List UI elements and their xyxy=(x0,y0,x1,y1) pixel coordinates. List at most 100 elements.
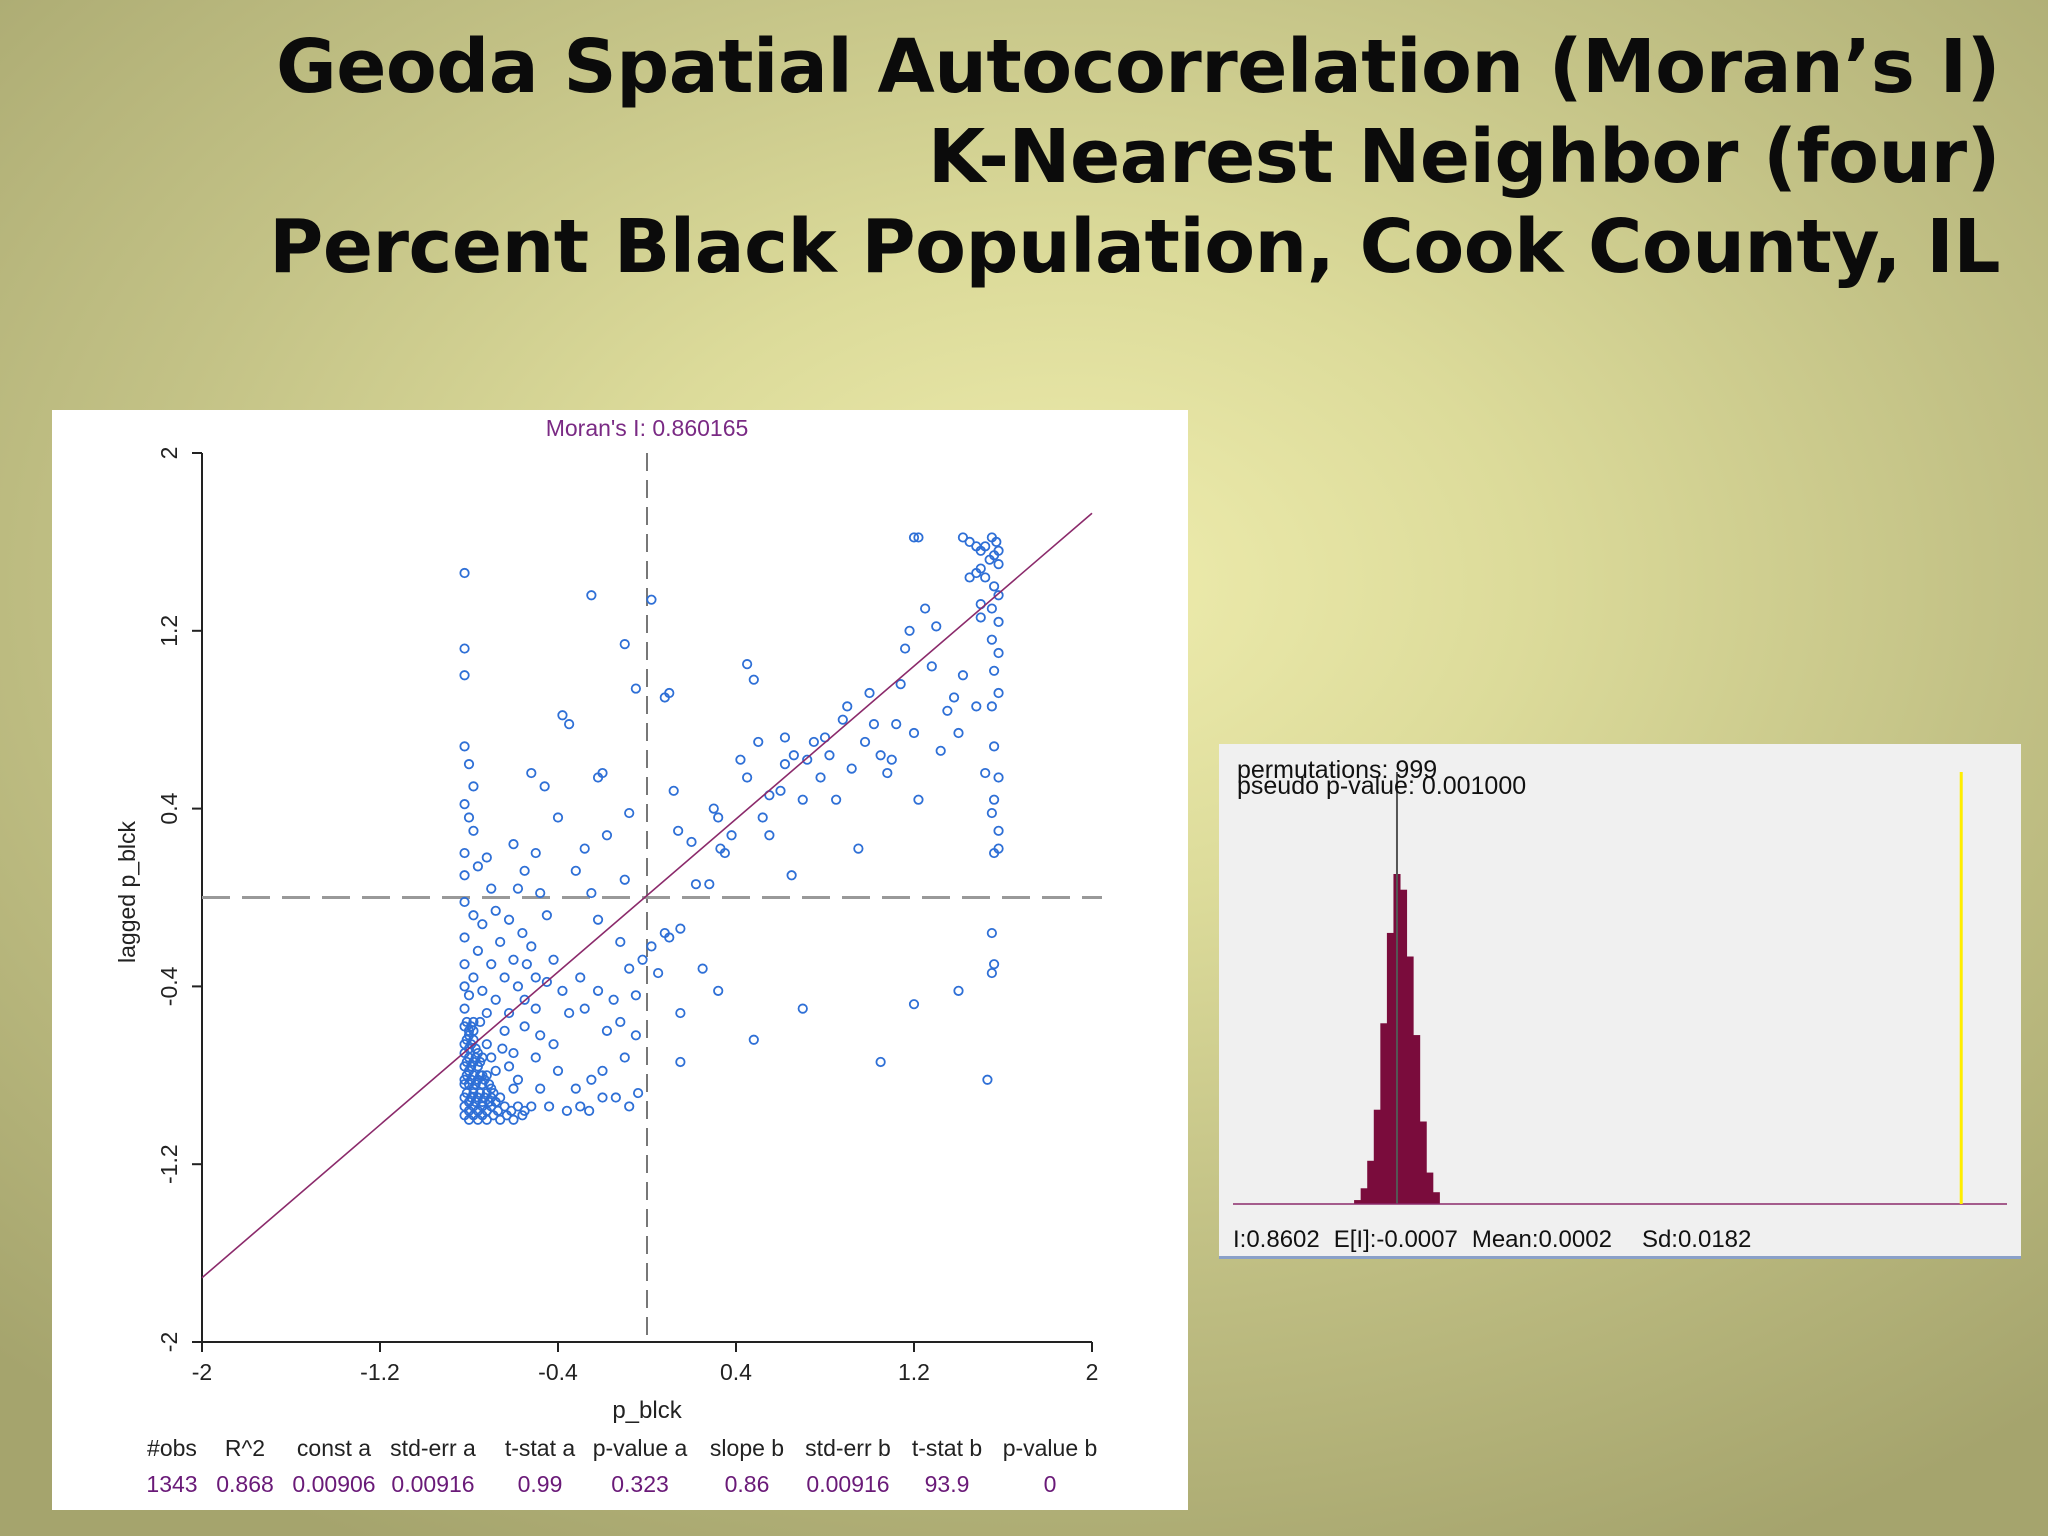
scatter-point xyxy=(463,990,475,1001)
scatter-point xyxy=(993,616,1004,628)
stats-column: t-stat b 93.9 xyxy=(912,1430,982,1502)
scatter-point xyxy=(713,985,724,996)
scatter-point xyxy=(472,861,483,872)
scatter-point xyxy=(971,701,982,712)
stats-value: 0.99 xyxy=(517,1471,563,1497)
permutations-label: permutations: 999 xyxy=(1237,756,1438,784)
scatter-point xyxy=(481,852,492,863)
scatter-point xyxy=(530,1003,541,1014)
scatter-point xyxy=(993,772,1004,783)
scatter-point xyxy=(646,594,657,605)
pseudo-p-value-label: pseudo p-value: 0.001000 xyxy=(1237,772,1527,800)
scatter-point xyxy=(630,683,641,694)
scatter-point xyxy=(570,865,581,876)
scatter-point xyxy=(615,936,626,948)
scatter-point xyxy=(586,590,597,601)
scatter-point xyxy=(477,1052,488,1063)
permutation-histogram xyxy=(1233,772,2007,1205)
scatter-point xyxy=(779,759,791,770)
scatter-point xyxy=(824,750,835,761)
footer-mean: Mean:0.0002 xyxy=(1471,1226,1612,1253)
scatter-point xyxy=(886,754,897,765)
reference-lines xyxy=(202,453,1102,1342)
stats-column: t-stat a 0.99 xyxy=(505,1430,575,1502)
title-line-3: Percent Black Population, Cook County, I… xyxy=(269,204,2000,290)
scatter-point xyxy=(875,1056,886,1068)
scatter-point xyxy=(630,990,641,1001)
stats-column: p-value a 0.323 xyxy=(593,1430,688,1502)
scatter-point xyxy=(673,825,684,836)
scatter-point xyxy=(726,830,737,841)
scatter-point xyxy=(926,661,937,672)
scatter-point xyxy=(957,670,969,681)
stats-column: p-value b 0 xyxy=(1003,1430,1098,1502)
scatter-point xyxy=(508,1083,519,1094)
title-line-1: Geoda Spatial Autocorrelation (Moran’s I… xyxy=(276,24,2000,110)
scatter-point xyxy=(920,603,931,614)
scatter-point xyxy=(530,972,541,983)
scatter-point xyxy=(503,914,515,925)
scatter-point xyxy=(697,963,708,974)
histogram-bar xyxy=(1400,889,1408,1204)
histogram-bar xyxy=(1380,1023,1388,1204)
scatter-point xyxy=(459,959,470,970)
scatter-point xyxy=(708,803,719,814)
scatter-point xyxy=(842,701,853,712)
scatter-point xyxy=(864,687,875,699)
scatter-point xyxy=(508,839,519,850)
x-tick-label: -2 xyxy=(192,1359,212,1385)
stats-column: std-err a 0.00916 xyxy=(390,1430,476,1502)
stats-value: 93.9 xyxy=(924,1471,970,1497)
scatter-point xyxy=(586,887,597,899)
scatter-point xyxy=(481,1039,492,1050)
scatter-point xyxy=(653,967,664,979)
scatter-point xyxy=(980,767,991,779)
scatter-point xyxy=(953,727,964,739)
scatter-point xyxy=(486,1052,497,1063)
scatter-point xyxy=(486,959,497,970)
stats-header: p-value b xyxy=(1002,1435,1098,1461)
scatter-point xyxy=(984,554,995,565)
scatter-point xyxy=(468,972,479,983)
scatter-point xyxy=(519,865,530,876)
stats-header: std-err a xyxy=(390,1435,476,1461)
scatter-point xyxy=(552,1065,564,1076)
scatter-point xyxy=(508,1114,519,1125)
scatter-point xyxy=(690,879,702,890)
scatter-point xyxy=(815,772,826,783)
scatter-point xyxy=(735,754,746,765)
stats-header: slope b xyxy=(709,1435,785,1461)
scatter-point xyxy=(519,1021,530,1032)
scatter-point xyxy=(557,985,568,996)
y-tick-label: -2 xyxy=(156,1332,182,1352)
x-tick-label: 0.4 xyxy=(720,1359,752,1385)
scatter-point xyxy=(935,745,946,756)
scatter-point xyxy=(459,643,470,654)
scatter-point xyxy=(764,830,775,841)
scatter-point xyxy=(624,1101,635,1112)
scatter-point xyxy=(575,1101,586,1112)
scatter-point xyxy=(483,1079,495,1090)
scatter-point xyxy=(521,959,532,970)
scatter-point xyxy=(993,687,1004,699)
histogram-bar xyxy=(1432,1192,1440,1204)
scatter-point xyxy=(942,705,953,716)
chart-title: Moran's I: 0.860165 xyxy=(546,415,749,441)
scatter-point xyxy=(899,643,911,654)
scatter-point xyxy=(948,692,960,703)
scatter-point xyxy=(535,1030,546,1041)
scatter-point xyxy=(719,847,730,859)
scatter-point xyxy=(468,910,479,921)
scatter-point xyxy=(459,799,470,810)
scatter-point xyxy=(986,967,997,979)
scatter-point xyxy=(831,794,842,805)
x-tick-label: -0.4 xyxy=(538,1359,578,1385)
stats-column: R^2 0.868 xyxy=(216,1430,274,1502)
scatter-point xyxy=(463,812,475,823)
scatter-point xyxy=(586,1074,597,1085)
histogram-bar xyxy=(1360,1188,1368,1204)
histogram-bar xyxy=(1419,1121,1427,1204)
scatter-point xyxy=(503,1007,515,1019)
scatter-point xyxy=(459,567,470,579)
scatter-point xyxy=(592,772,604,783)
